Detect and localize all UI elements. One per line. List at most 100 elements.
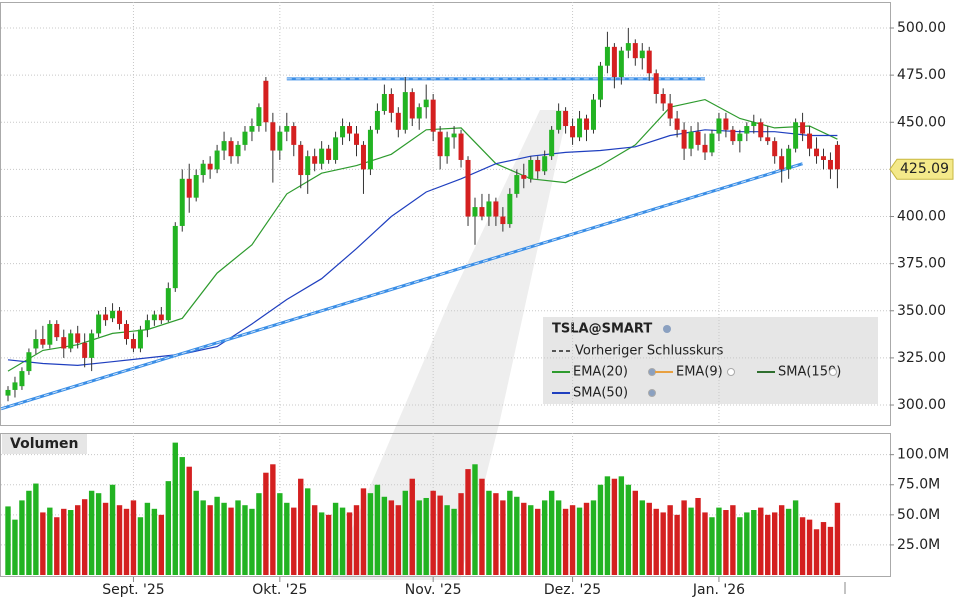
candle-body <box>305 156 311 176</box>
candle-body <box>151 314 157 321</box>
volume-bar <box>416 500 422 575</box>
volume-bar <box>639 500 645 575</box>
volume-bar <box>555 500 562 575</box>
volume-bar <box>95 493 102 575</box>
candle-body <box>395 112 401 130</box>
candle-body <box>158 314 164 321</box>
candle-body <box>618 50 624 78</box>
candle-body <box>604 46 610 66</box>
volume-bar <box>242 505 248 575</box>
volume-bar <box>465 469 471 575</box>
candle-body <box>625 43 631 51</box>
volume-bar <box>660 512 666 575</box>
volume-bar <box>88 490 95 575</box>
candle-body <box>298 144 304 176</box>
candle-body <box>681 129 687 149</box>
candle-body <box>549 129 555 157</box>
legend-toggle[interactable] <box>648 368 656 376</box>
volume-bar <box>305 488 311 575</box>
candle-body <box>263 80 269 123</box>
volume-bar <box>548 490 555 575</box>
candle-body <box>381 93 387 111</box>
volume-bar <box>618 476 625 575</box>
volume-bar <box>68 510 74 575</box>
legend-icon[interactable] <box>663 325 671 333</box>
candle-body <box>472 207 478 217</box>
candle-body <box>284 126 290 132</box>
candle-body <box>695 131 701 145</box>
candle-body <box>110 310 116 319</box>
volume-bar <box>374 484 381 575</box>
candle-body <box>632 43 638 59</box>
volume-title: Volumen <box>10 436 79 452</box>
candle-body <box>535 159 541 172</box>
candle-body <box>500 216 506 225</box>
volume-bar <box>765 514 771 575</box>
y-tick-label: 350.00 <box>897 303 946 319</box>
legend-toggle[interactable] <box>727 368 735 376</box>
volume-bar <box>695 497 701 575</box>
candle-body <box>437 131 443 157</box>
volume-bar <box>667 505 673 575</box>
legend-label: Vorheriger Schlusskurs <box>575 344 724 359</box>
volume-bar <box>772 512 778 575</box>
legend-label: SMA(50) <box>573 386 628 401</box>
candle-body <box>130 339 136 349</box>
last-price-box <box>889 158 954 180</box>
candle-body <box>451 133 457 138</box>
volume-bar <box>193 490 199 575</box>
volume-bar <box>758 507 764 575</box>
volume-bar <box>221 502 227 575</box>
candle-body <box>674 118 680 130</box>
volume-bar <box>576 507 583 575</box>
candle-body <box>165 288 171 321</box>
volume-bar <box>806 519 813 575</box>
volume-bar <box>632 490 638 575</box>
volume-bar <box>116 505 123 575</box>
last-price-label: 425.09 <box>900 161 949 177</box>
volume-bar <box>653 508 659 575</box>
volume-bar <box>625 484 632 575</box>
volume-bar <box>423 497 429 575</box>
candle-body <box>326 148 332 160</box>
volume-bar <box>298 478 304 575</box>
volume-bar <box>500 500 506 575</box>
volume-bar <box>311 505 318 575</box>
legend-toggle[interactable] <box>829 368 837 376</box>
legend-toggle[interactable] <box>648 389 656 397</box>
volume-bar <box>284 502 290 575</box>
volume-bar <box>744 512 750 575</box>
x-tick-label: Dez. '25 <box>544 582 601 598</box>
candle-body <box>75 333 81 343</box>
volume-bar <box>737 517 743 575</box>
volume-tick-label: 75.0M <box>897 477 940 493</box>
candle-body <box>26 352 32 372</box>
volume-bar <box>569 505 576 575</box>
legend-label: EMA(20) <box>573 365 628 380</box>
volume-bar <box>249 508 255 575</box>
candle-body <box>89 333 95 358</box>
price-panel <box>0 2 891 426</box>
volume-bar <box>778 505 785 575</box>
candle-body <box>570 126 576 138</box>
candle-body <box>144 320 150 330</box>
volume-bar <box>207 505 213 575</box>
volume-bar <box>611 478 618 575</box>
candle-body <box>737 133 743 142</box>
volume-bar <box>186 466 192 575</box>
volume-bar <box>479 478 485 575</box>
candle-body <box>528 159 534 179</box>
volume-bar <box>277 493 283 575</box>
candle-body <box>834 144 840 170</box>
volume-bar <box>346 512 353 575</box>
volume-bar <box>716 507 722 575</box>
volume-bar <box>590 500 597 575</box>
candle-body <box>514 175 520 194</box>
candle-body <box>751 122 757 127</box>
candle-body <box>172 225 178 289</box>
candle-body <box>416 107 422 119</box>
volume-bar <box>785 508 792 575</box>
candle-body <box>270 122 276 151</box>
candle-body <box>5 389 11 396</box>
